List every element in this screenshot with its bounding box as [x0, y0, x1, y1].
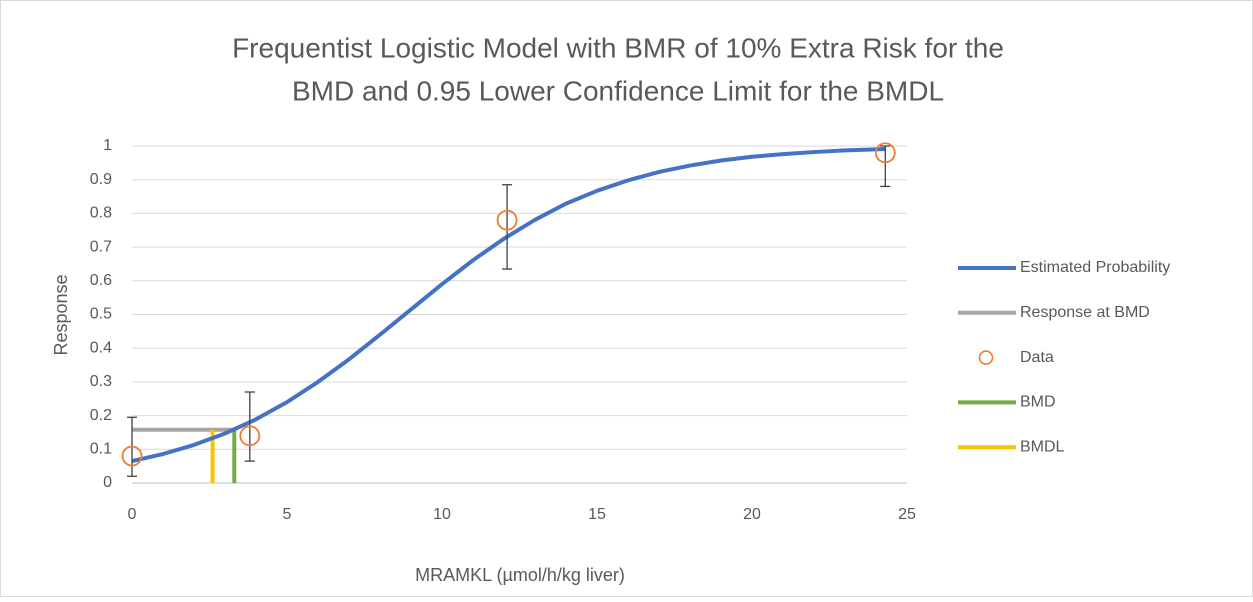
error-bar: [502, 184, 513, 270]
error-bar: [880, 145, 891, 188]
data-point: [496, 209, 518, 231]
y-tick-label: 0.1: [90, 441, 112, 458]
y-tick-label: 0.4: [90, 339, 112, 356]
x-tick-label: 5: [283, 506, 292, 523]
y-tick-label: 0.5: [90, 306, 112, 323]
y-tick-label: 0.8: [90, 205, 112, 222]
legend-label: Response at BMD: [1020, 304, 1150, 321]
y-tick-label: 1: [103, 137, 112, 154]
legend-label: Estimated Probability: [1020, 259, 1170, 276]
y-tick-label: 0.2: [90, 407, 112, 424]
y-tick-label: 0.6: [90, 272, 112, 289]
y-tick-label: 0.9: [90, 171, 112, 188]
x-tick-label: 10: [433, 506, 451, 523]
series-line: [131, 147, 886, 464]
y-tick-label: 0.3: [90, 373, 112, 390]
x-tick-label: 15: [588, 506, 606, 523]
chart-title: Frequentist Logistic Model with BMR of 1…: [232, 32, 1004, 63]
legend-marker: [978, 350, 994, 365]
y-tick-label: 0: [103, 474, 112, 491]
y-axis-label: Response: [51, 274, 71, 355]
y-tick-label: 0.7: [90, 238, 112, 255]
data-point: [239, 425, 261, 447]
x-axis-label: MRAMKL (µmol/h/kg liver): [415, 565, 625, 585]
x-tick-label: 25: [898, 506, 916, 523]
x-tick-label: 0: [128, 506, 137, 523]
legend-label: BMDL: [1020, 438, 1065, 455]
x-tick-label: 20: [743, 506, 761, 523]
data-point: [121, 445, 143, 467]
chart-title: BMD and 0.95 Lower Confidence Limit for …: [292, 75, 944, 106]
legend-label: BMD: [1020, 394, 1056, 411]
legend-label: Data: [1020, 349, 1054, 366]
data-point: [874, 142, 896, 164]
